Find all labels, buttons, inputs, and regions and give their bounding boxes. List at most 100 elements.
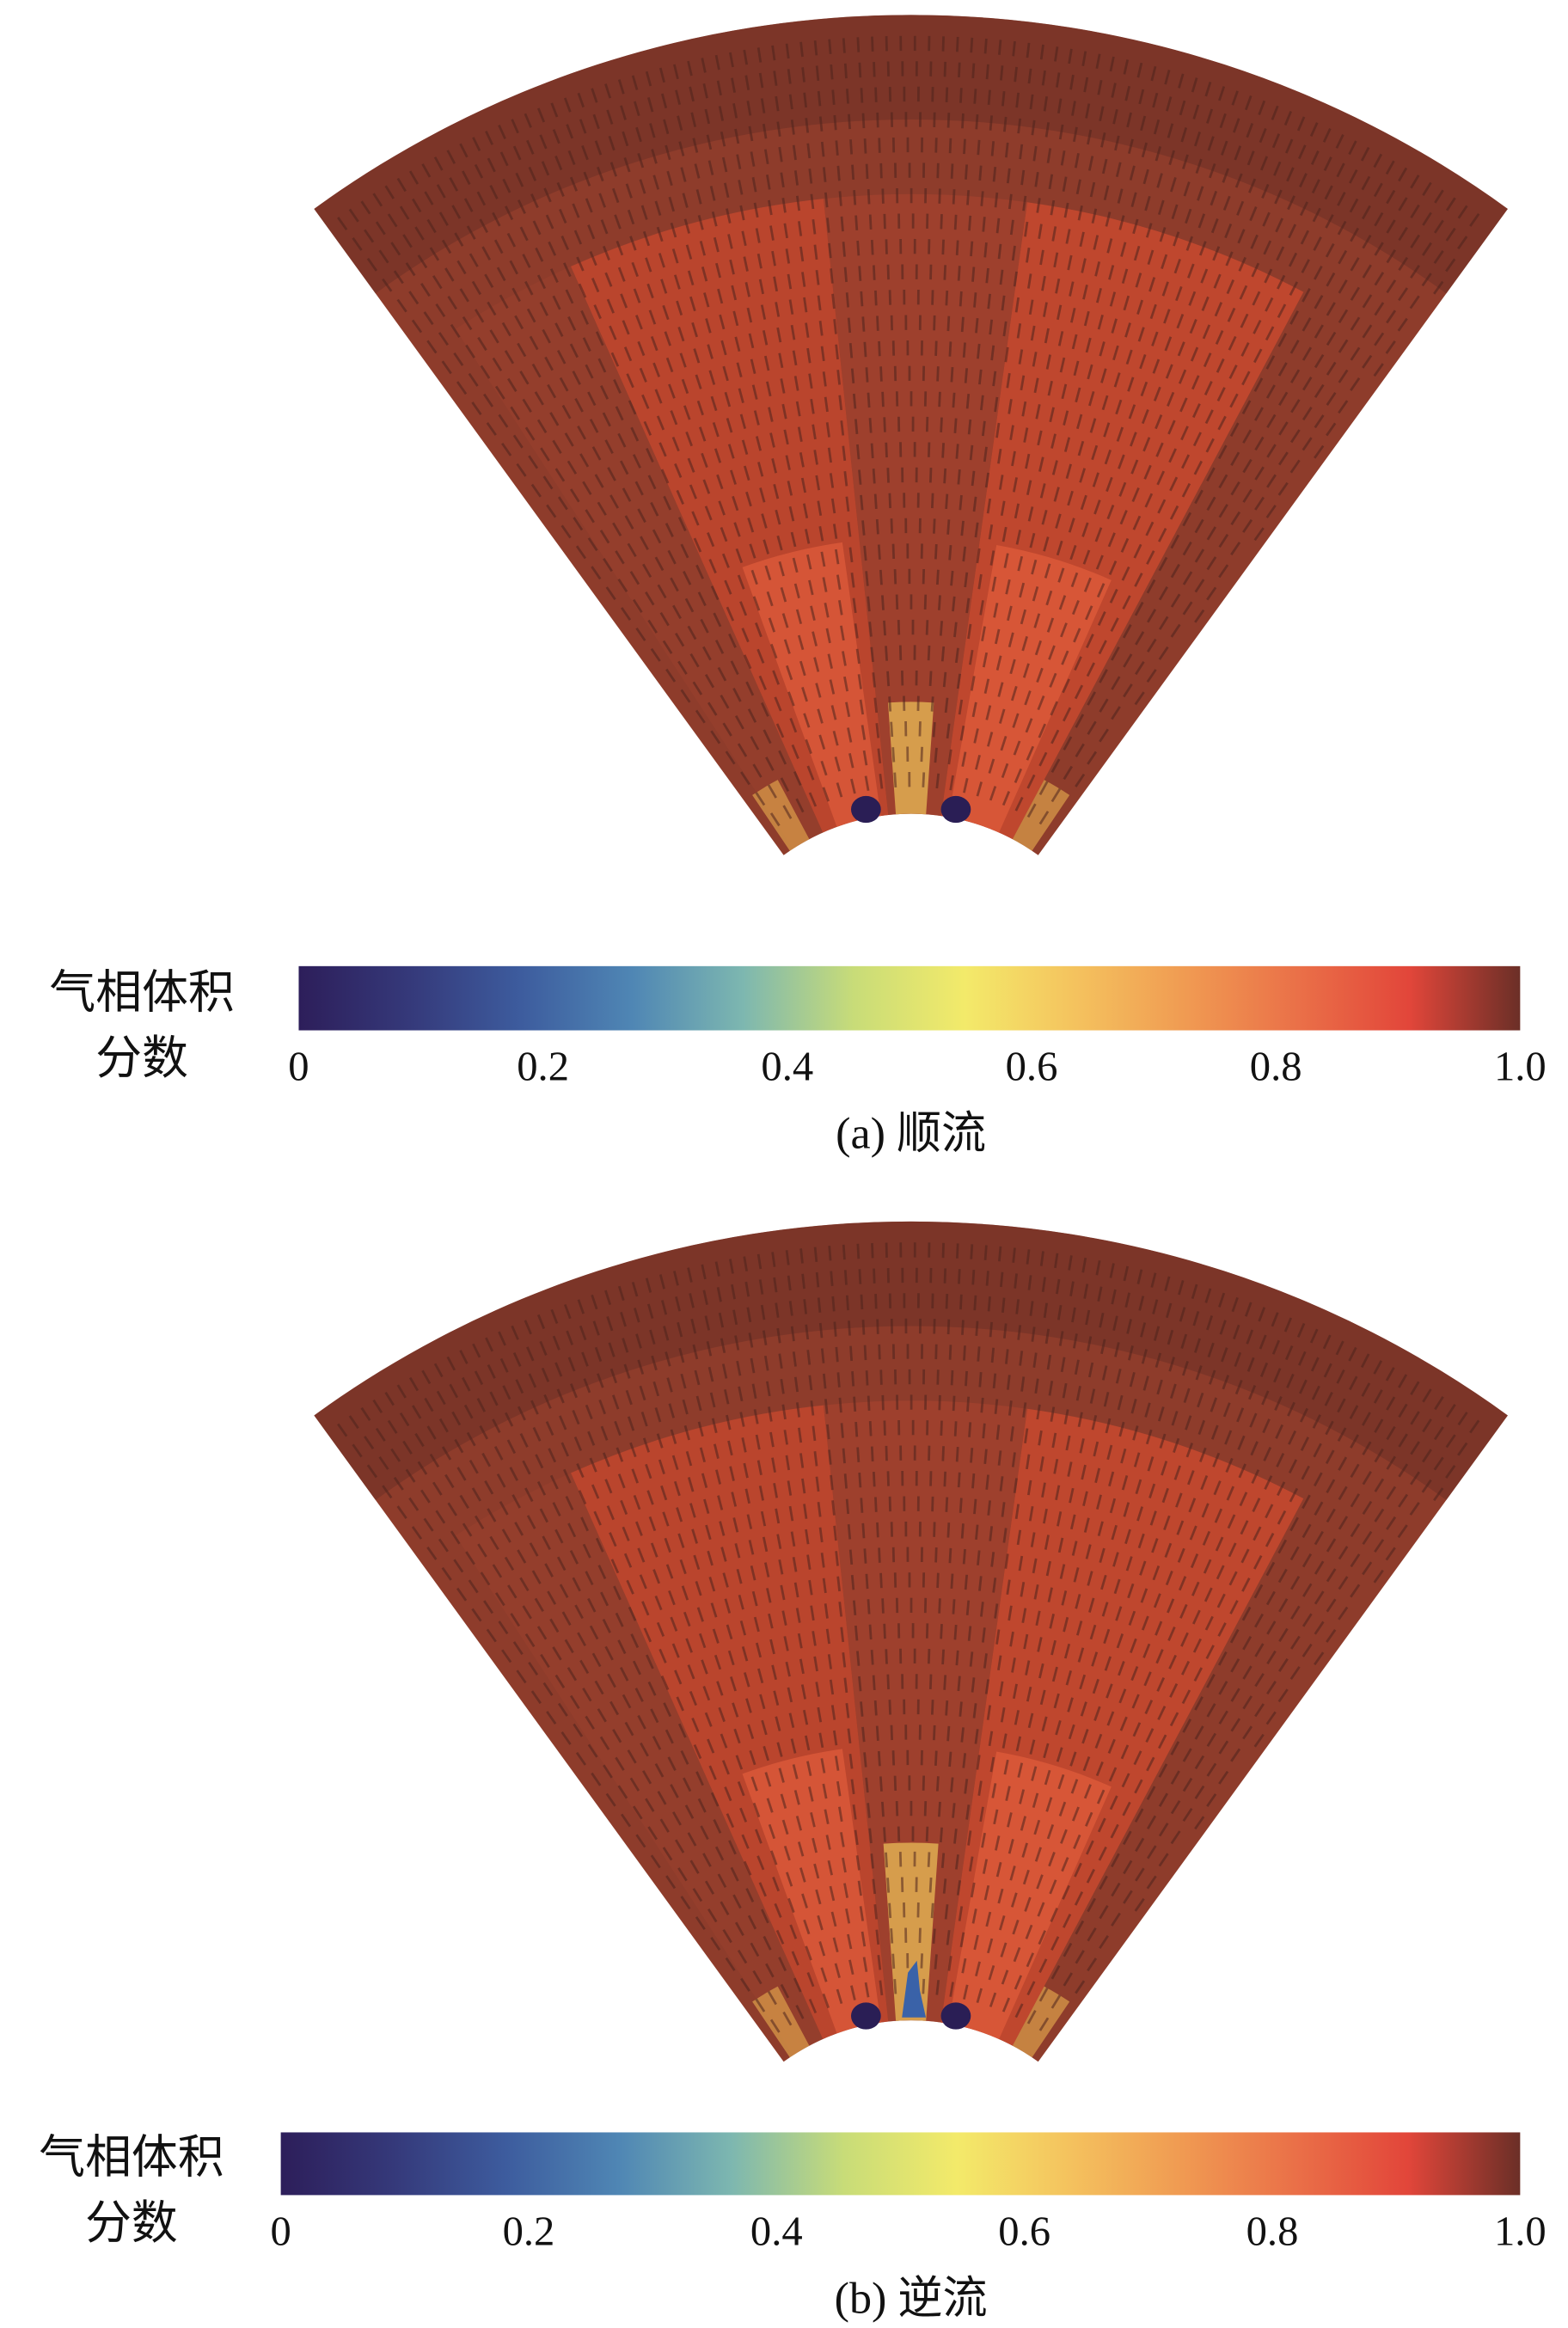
slot (591, 1294, 598, 1310)
slot (652, 175, 660, 190)
slot (1204, 1615, 1214, 1631)
slot (862, 1957, 868, 1972)
slot (1140, 115, 1147, 132)
slot (1128, 404, 1136, 420)
slot (1433, 1487, 1444, 1502)
slot (1338, 400, 1349, 414)
slot (1046, 148, 1052, 163)
slot (1156, 1379, 1163, 1395)
slot (1073, 360, 1080, 377)
slot (441, 1446, 452, 1461)
slot (1187, 1470, 1195, 1486)
slot (1258, 100, 1266, 115)
slot (983, 1884, 990, 1901)
slot (1140, 381, 1148, 397)
slot (1012, 1683, 1018, 1700)
slot (1157, 499, 1167, 514)
slot (674, 463, 683, 478)
slot (720, 1547, 727, 1562)
slot (1289, 340, 1300, 354)
slot (755, 228, 761, 243)
slot (867, 596, 871, 612)
slot (1326, 1479, 1336, 1493)
slot (1044, 1328, 1050, 1345)
slot (1386, 189, 1396, 205)
slot (469, 1459, 479, 1474)
slot (1250, 1441, 1259, 1456)
slot (1170, 1800, 1181, 1815)
slot (976, 781, 983, 797)
slot (766, 1381, 771, 1397)
slot (1165, 1570, 1173, 1586)
slot (663, 495, 672, 511)
slot (574, 397, 584, 413)
slot (1039, 1456, 1044, 1472)
slot (530, 483, 542, 498)
slot (1098, 1846, 1107, 1861)
slot (640, 1742, 649, 1757)
slot (1254, 466, 1265, 481)
slot (817, 500, 823, 516)
slot (693, 1744, 702, 1760)
slot (1144, 1700, 1154, 1715)
slot (1182, 1718, 1192, 1733)
slot (838, 1806, 843, 1823)
slot (697, 1798, 707, 1813)
slot (1111, 1524, 1118, 1541)
slot (738, 1594, 744, 1610)
slot (743, 256, 749, 272)
slot (1206, 556, 1217, 571)
slot (1170, 534, 1180, 549)
slot (897, 1826, 901, 1841)
slot (813, 1247, 818, 1263)
slot (411, 319, 423, 334)
slot (930, 493, 934, 509)
slot (654, 200, 662, 216)
slot (1150, 1272, 1157, 1288)
slot (928, 468, 933, 483)
slot (1248, 178, 1257, 193)
slot (652, 1381, 660, 1397)
slot (978, 165, 983, 181)
slot (854, 419, 859, 434)
slot (997, 1655, 1002, 1671)
slot (650, 335, 658, 352)
slot (567, 1357, 576, 1372)
slot (977, 343, 981, 359)
slot (943, 1675, 947, 1690)
slot (842, 1448, 846, 1464)
slot (1105, 211, 1112, 227)
slot (780, 586, 787, 603)
slot (616, 1447, 624, 1462)
slot (597, 1565, 607, 1580)
slot (643, 420, 652, 436)
slot (1169, 1383, 1177, 1399)
slot (825, 628, 831, 644)
slot (1037, 1637, 1043, 1652)
slot (787, 691, 795, 707)
slot (818, 734, 826, 750)
slot (637, 1359, 645, 1375)
slot (1014, 297, 1020, 313)
slot (1410, 1381, 1420, 1395)
slot (1115, 1368, 1122, 1384)
slot (848, 113, 851, 130)
slot (943, 1268, 947, 1283)
slot (762, 330, 769, 346)
slot (447, 1502, 458, 1516)
slot (662, 640, 673, 654)
slot (552, 129, 560, 144)
slot (1251, 262, 1260, 278)
slot (1445, 227, 1456, 242)
slot (1055, 513, 1062, 529)
slot (935, 569, 940, 585)
slot (1032, 1792, 1039, 1808)
slot (1230, 1688, 1240, 1702)
slot (1115, 399, 1123, 415)
slot (941, 239, 945, 255)
slot (668, 383, 676, 399)
slot (720, 1901, 730, 1915)
slot (851, 164, 855, 181)
slot (813, 450, 818, 465)
slot (1278, 1627, 1289, 1643)
